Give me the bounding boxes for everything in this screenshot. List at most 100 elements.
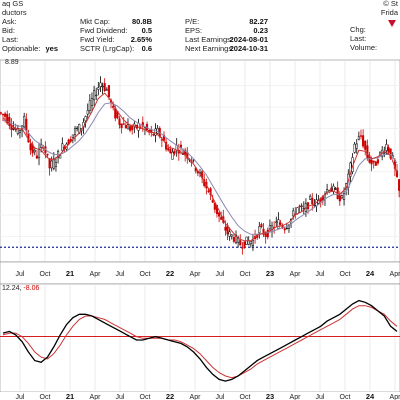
candle-body-42-0 — [266, 229, 269, 238]
candle-body-26-2 — [169, 149, 172, 154]
col2-value-1: 0.5 — [142, 26, 152, 35]
candle-body-22-1 — [141, 122, 144, 127]
candle-body-7-1 — [46, 153, 49, 156]
candle-body-12-0 — [76, 127, 79, 130]
header-ticker: aq GS — [2, 0, 23, 8]
candle-body-17-2 — [112, 105, 115, 108]
x-tick-bottom-14: 24 — [366, 392, 375, 400]
candle-body-13-1 — [84, 116, 87, 122]
ma-fast-line — [2, 92, 398, 242]
candle-body-47-0 — [298, 205, 301, 208]
col1-value-3: yes — [45, 44, 58, 53]
candle-body-39-0 — [247, 240, 250, 245]
candle-body-61-0 — [387, 147, 390, 153]
x-tick-5: Oct — [140, 271, 151, 278]
candle-body-46-0 — [292, 210, 295, 217]
col3-label-2: Last Earnings: — [185, 35, 233, 44]
col2-value-0: 80.8B — [132, 17, 153, 26]
candle-body-43-1 — [275, 221, 278, 224]
x-tick-bottom-1: Oct — [40, 394, 51, 400]
indicator-signal-line — [2, 305, 398, 379]
x-tick-bottom-6: 22 — [166, 392, 174, 400]
candle-body-26-1 — [167, 148, 170, 151]
candle-body-4-2 — [29, 143, 32, 151]
x-tick-bottom-12: Jul — [316, 394, 325, 400]
col2-label-2: Fwd Yield: — [80, 35, 115, 44]
candle-body-56-1 — [357, 136, 360, 140]
candle-body-4-0 — [25, 118, 28, 131]
candle-body-59-1 — [376, 159, 379, 164]
x-tick-12: Jul — [316, 271, 325, 278]
candle-body-5-1 — [33, 149, 36, 153]
x-tick-2: 21 — [66, 269, 74, 278]
x-tick-4: Jul — [116, 271, 125, 278]
col4-label-2: Volume: — [350, 43, 377, 52]
col3-label-3: Next Earnings: — [185, 44, 234, 53]
candle-body-56-0 — [355, 143, 358, 149]
col3-label-1: EPS: — [185, 26, 202, 35]
candle-body-36-1 — [230, 234, 233, 237]
col2-value-2: 2.65% — [131, 35, 153, 44]
candle-body-9-2 — [61, 143, 64, 151]
candle-body-7-2 — [48, 158, 51, 169]
header-day: Frida — [381, 8, 399, 17]
candle-body-18-2 — [118, 118, 121, 125]
x-tick-bottom-3: Apr — [90, 394, 102, 400]
indicator-label: 12.24, -8.06 — [2, 285, 39, 292]
candle-body-15-0 — [95, 94, 98, 97]
x-tick-bottom-13: Oct — [340, 394, 351, 400]
x-tick-bottom-9: Oct — [240, 394, 251, 400]
candle-body-17-0 — [107, 85, 110, 98]
x-tick-13: Oct — [340, 271, 351, 278]
candle-body-24-0 — [152, 133, 155, 136]
candle-body-19-1 — [122, 123, 125, 125]
x-tick-bottom-2: 21 — [66, 392, 74, 400]
candle-body-36-0 — [228, 231, 231, 237]
candle-body-2-0 — [12, 128, 15, 130]
candle-body-5-2 — [35, 155, 38, 159]
price-panel: 8.89 — [0, 59, 400, 263]
candle-body-37-0 — [234, 234, 238, 243]
x-tick-bottom-4: Jul — [116, 394, 125, 400]
candle-body-19-2 — [124, 125, 127, 129]
col2-value-3: 0.6 — [142, 44, 152, 53]
x-tick-11: Apr — [290, 271, 302, 278]
candle-body-41-0 — [260, 224, 263, 228]
col1-label-2: Last: — [2, 35, 18, 44]
candle-body-24-1 — [154, 128, 157, 136]
candle-body-57-2 — [366, 145, 369, 158]
candle-body-42-1 — [268, 225, 271, 230]
col4-label-0: Chg: — [350, 25, 366, 34]
candle-body-49-1 — [313, 204, 316, 207]
candle-body-53-2 — [340, 195, 343, 199]
x-tick-10: 23 — [266, 269, 274, 278]
candle-body-16-1 — [103, 83, 106, 91]
x-tick-0: Jul — [16, 271, 25, 278]
candle-body-57-1 — [364, 140, 367, 150]
candle-body-20-1 — [129, 126, 132, 131]
col3-value-2: 2024-08-01 — [230, 35, 268, 44]
candle-body-0-2 — [4, 113, 7, 117]
candle-body-38-1 — [243, 241, 246, 248]
candle-body-52-2 — [334, 188, 337, 190]
candle-body-27-1 — [173, 150, 176, 154]
candle-body-24-2 — [156, 128, 159, 134]
price-label: 8.89 — [5, 59, 19, 66]
candle-body-55-2 — [353, 143, 356, 153]
candle-body-13-2 — [86, 110, 89, 115]
candle-body-59-0 — [374, 161, 377, 166]
indicator-label-value: -8.06 — [23, 285, 39, 292]
candle-body-14-2 — [93, 90, 96, 101]
candle-body-9-1 — [59, 155, 62, 159]
candle-body-49-0 — [311, 197, 314, 204]
candle-body-44-0 — [279, 222, 282, 225]
candle-body-11-2 — [73, 128, 77, 135]
col2-label-1: Fwd Dividend: — [80, 26, 128, 35]
candle-body-47-2 — [302, 207, 305, 210]
candle-body-48-2 — [309, 195, 312, 200]
col3-value-3: 2024-10-31 — [230, 44, 268, 53]
candle-body-1-0 — [6, 113, 9, 124]
col1-label-0: Ask: — [2, 17, 17, 26]
candle-body-45-1 — [287, 224, 291, 229]
candle-body-29-0 — [184, 149, 187, 155]
